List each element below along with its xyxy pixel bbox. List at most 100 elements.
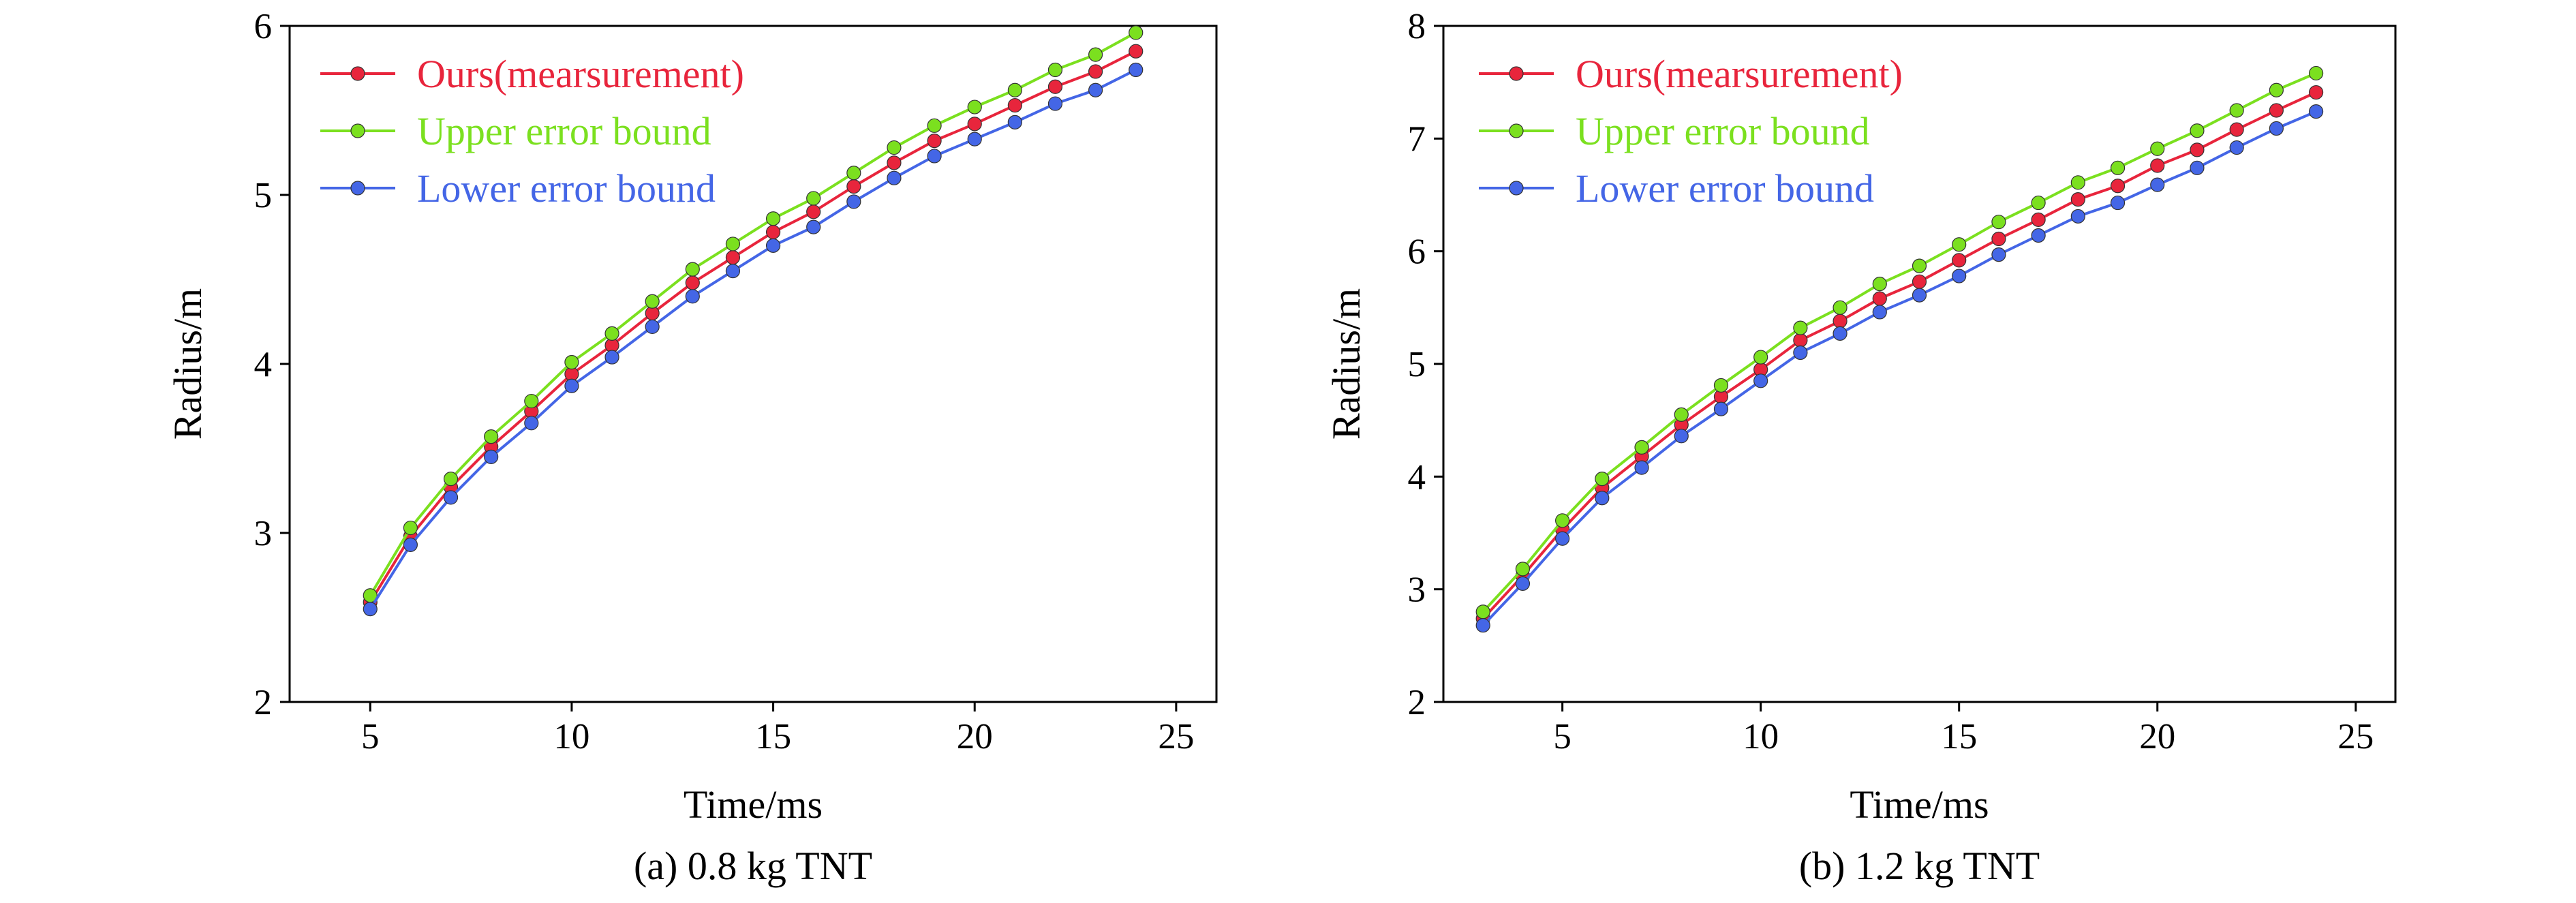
data-point [765, 238, 781, 253]
data-point [1129, 44, 1144, 59]
data-point [2150, 158, 2165, 173]
legend-label: Lower error bound [1576, 166, 1874, 211]
data-point [1753, 373, 1768, 388]
series-line-2 [369, 31, 1137, 596]
legend-label: Lower error bound [417, 166, 716, 211]
data-point [443, 472, 459, 487]
data-point [1674, 429, 1689, 444]
data-point [725, 264, 741, 279]
legend-marker [350, 181, 365, 196]
data-point [1833, 300, 1847, 315]
data-point [484, 429, 499, 444]
data-point [1872, 277, 1887, 292]
y-tick-label: 7 [1408, 119, 1426, 159]
data-point [1713, 401, 1729, 416]
data-point [2190, 142, 2205, 157]
data-point [2269, 121, 2284, 136]
y-tick-label: 3 [1408, 570, 1426, 610]
data-point [927, 118, 942, 133]
data-point [2110, 160, 2126, 175]
data-point [524, 393, 539, 409]
data-point [967, 100, 982, 114]
data-point [2070, 209, 2085, 224]
data-point [1753, 350, 1768, 365]
legend-label: Upper error bound [417, 109, 711, 153]
y-axis-title: Radius/m [166, 288, 210, 440]
series-line-3 [369, 68, 1137, 610]
data-point [2070, 175, 2085, 190]
legend-label: Ours(mearsurement) [1576, 52, 1903, 96]
data-point [1833, 326, 1847, 341]
data-point [2031, 228, 2046, 243]
data-point [1007, 82, 1022, 97]
chart-caption: (b) 1.2 kg TNT [1799, 844, 2040, 888]
series-line-3 [1482, 110, 2317, 626]
data-point [2110, 179, 2126, 194]
data-point [2110, 195, 2126, 211]
y-tick-label: 5 [1408, 345, 1426, 384]
data-point [967, 117, 982, 132]
series-line-1 [369, 50, 1137, 603]
data-point [887, 155, 902, 170]
data-point [846, 166, 861, 181]
data-point [1674, 407, 1689, 423]
data-point [2229, 103, 2244, 118]
data-point [1475, 617, 1490, 633]
data-point [1713, 378, 1729, 393]
data-point [1555, 531, 1570, 546]
legend-marker [350, 66, 365, 81]
data-point [484, 449, 499, 465]
data-point [1952, 253, 1967, 268]
data-point [725, 236, 741, 251]
data-point [1129, 25, 1144, 40]
data-point [2031, 212, 2046, 227]
data-point [564, 354, 579, 370]
data-point [1634, 460, 1649, 475]
data-point [604, 326, 619, 341]
x-axis-title: Time/ms [684, 782, 823, 827]
data-point [1793, 333, 1808, 348]
data-point [645, 294, 660, 309]
y-tick-label: 6 [254, 7, 273, 46]
data-point [2308, 65, 2324, 81]
legend-marker [350, 123, 365, 138]
data-point [927, 134, 942, 149]
y-tick-label: 4 [1408, 457, 1426, 497]
data-point [2190, 123, 2205, 138]
x-tick-label: 25 [1158, 717, 1194, 756]
data-point [1793, 320, 1808, 335]
series-line-2 [1482, 72, 2317, 613]
data-point [1475, 604, 1490, 619]
data-point [1047, 96, 1063, 111]
x-axis-title: Time/ms [1850, 782, 1989, 827]
legend-label: Upper error bound [1576, 109, 1870, 153]
data-point [1991, 231, 2006, 247]
data-point [887, 140, 902, 155]
y-axis-title: Radius/m [1324, 288, 1368, 440]
data-point [1912, 258, 1927, 273]
data-point [2229, 122, 2244, 137]
data-point [1047, 62, 1063, 78]
data-point [1634, 440, 1649, 455]
data-point [685, 289, 700, 304]
data-point [2269, 103, 2284, 118]
data-point [443, 490, 459, 505]
data-point [2070, 192, 2085, 207]
data-point [685, 262, 700, 277]
data-point [2031, 195, 2046, 211]
data-point [2190, 160, 2205, 175]
x-tick-label: 10 [1743, 717, 1779, 756]
data-point [2229, 140, 2244, 155]
y-tick-label: 4 [254, 345, 273, 384]
data-point [967, 132, 982, 147]
data-point [403, 520, 418, 536]
x-tick-label: 15 [755, 717, 791, 756]
chart-panel-1: 5 10 15 20 25 2 3 4 5 6 Time/ms Radius/m (a) 0.8 kg … [166, 7, 1218, 888]
data-point [1991, 247, 2006, 262]
data-point [927, 149, 942, 164]
data-point [564, 378, 579, 393]
data-point [1007, 97, 1022, 113]
data-point [2150, 141, 2165, 156]
